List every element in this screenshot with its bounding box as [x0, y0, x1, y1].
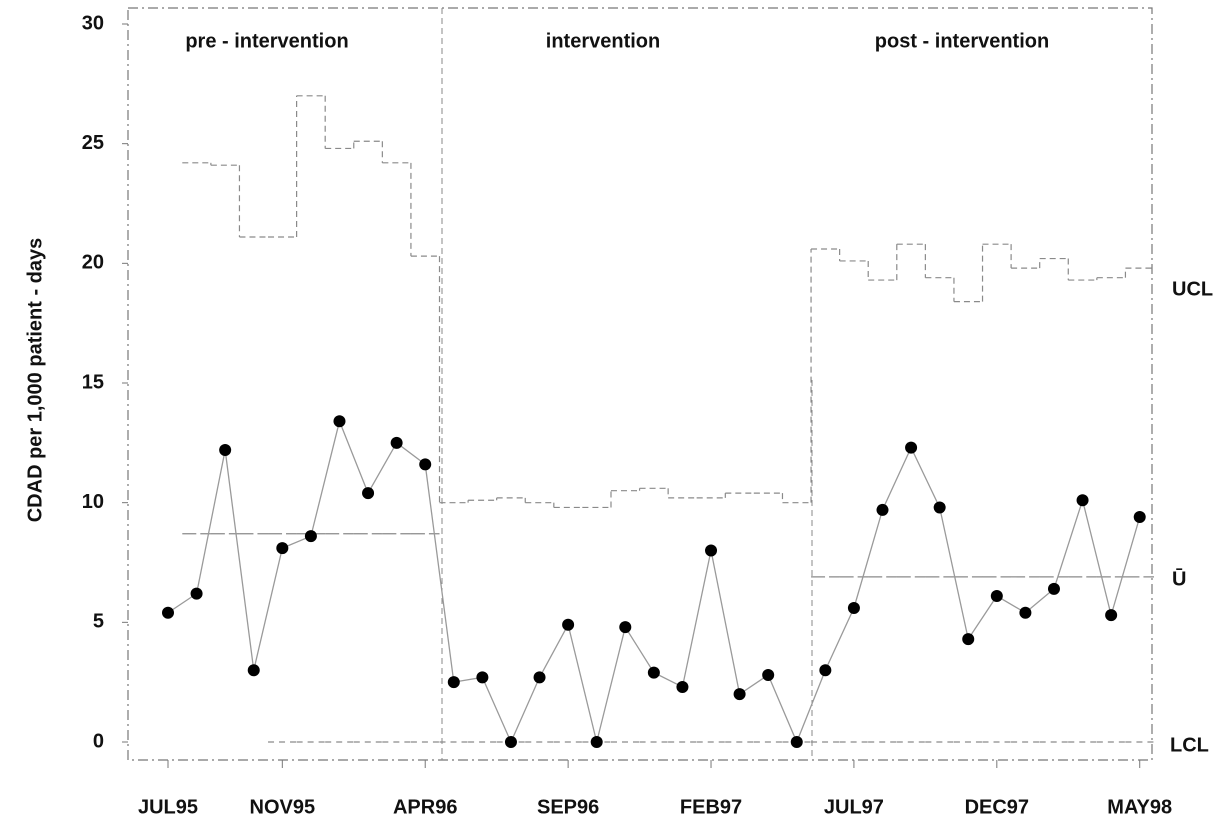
x-tick-label: MAY98 [1107, 796, 1172, 818]
data-point [304, 530, 317, 543]
data-point [962, 633, 975, 646]
y-tick-label: 25 [82, 132, 104, 154]
data-point [504, 736, 517, 748]
data-point [1047, 582, 1060, 595]
y-tick-label: 0 [93, 730, 104, 752]
data-point [533, 671, 546, 684]
data-point [1019, 606, 1032, 619]
data-point [476, 671, 489, 684]
data-point [276, 542, 289, 555]
data-point [990, 590, 1003, 603]
center-label: Ū [1172, 568, 1186, 590]
phase-label: pre - intervention [185, 30, 348, 52]
data-point [390, 436, 403, 449]
ucl-label: UCL [1172, 278, 1213, 300]
data-point [362, 487, 375, 500]
plot-frame [127, 7, 1153, 761]
y-tick-label: 5 [93, 611, 104, 633]
x-tick-label: DEC97 [965, 796, 1029, 818]
lcl-label: LCL [1170, 734, 1209, 756]
y-tick-label: 30 [82, 12, 104, 34]
data-point [905, 441, 918, 454]
x-tick-label: JUL95 [138, 796, 198, 818]
data-point [590, 736, 603, 748]
phase-label: intervention [546, 30, 660, 52]
data-point [447, 676, 460, 689]
y-tick-label: 10 [82, 491, 104, 513]
data-point [562, 618, 575, 631]
data-point [247, 664, 260, 677]
data-point [647, 666, 660, 679]
data-point [705, 544, 718, 557]
data-point [333, 415, 346, 428]
data-point [876, 503, 889, 516]
x-tick-label: FEB97 [680, 796, 742, 818]
y-axis-label: CDAD per 1,000 patient - days [24, 238, 46, 523]
data-point [847, 601, 860, 614]
data-point [619, 621, 632, 634]
data-point [1076, 494, 1089, 507]
y-tick-label: 20 [82, 252, 104, 274]
data-point [1105, 609, 1118, 622]
data-point [762, 668, 775, 681]
data-point [419, 458, 432, 471]
y-tick-label: 15 [82, 371, 104, 393]
x-tick-label: APR96 [393, 796, 457, 818]
x-tick-label: SEP96 [537, 796, 599, 818]
data-point [219, 444, 232, 457]
data-line [167, 419, 1141, 744]
phase-label: post - intervention [875, 30, 1049, 52]
data-point [676, 680, 689, 693]
data-point [790, 736, 803, 748]
data-point [190, 587, 203, 600]
x-tick-label: NOV95 [250, 796, 316, 818]
data-point [819, 664, 832, 677]
x-tick-label: JUL97 [824, 796, 884, 818]
data-point [733, 688, 746, 701]
data-point [933, 501, 946, 514]
data-point [162, 606, 174, 619]
data-point [1133, 511, 1146, 524]
